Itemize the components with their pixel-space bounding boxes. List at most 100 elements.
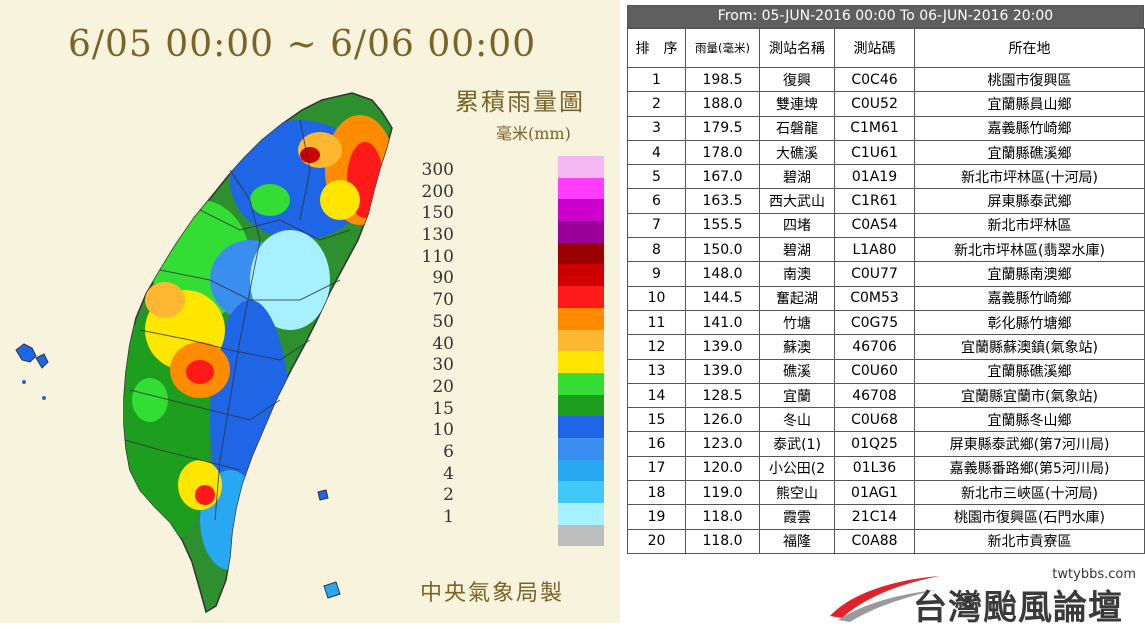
legend-label: 4 xyxy=(443,463,454,484)
cell-amount: 119.0 xyxy=(685,480,760,506)
table-row: 20 118.0 福隆 C0A88 新北市貢寮區 xyxy=(627,528,1145,554)
table-row: 12 139.0 蘇澳 46706 宜蘭縣蘇澳鎮(氣象站) xyxy=(627,334,1145,360)
cell-rank: 17 xyxy=(627,455,686,482)
table-row: 2 188.0 雙連埤 C0U52 宜蘭縣員山鄉 xyxy=(627,91,1145,117)
cell-rank: 10 xyxy=(627,285,686,311)
cell-amount: 163.5 xyxy=(685,188,760,214)
legend-label: 130 xyxy=(421,225,454,246)
cell-station-code: C0U68 xyxy=(834,407,915,433)
header-station-code: 測站碼 xyxy=(834,28,915,68)
legend-label: 1 xyxy=(443,507,454,527)
legend-swatch xyxy=(558,286,604,308)
legend-label: 40 xyxy=(432,333,454,354)
cell-station-name: 礁溪 xyxy=(759,358,835,384)
rainfall-table-panel: From: 05-JUN-2016 00:00 To 06-JUN-2016 2… xyxy=(627,5,1145,554)
table-row: 9 148.0 南澳 C0U77 宜蘭縣南澳鄉 xyxy=(627,261,1145,287)
cell-station-code: C0U52 xyxy=(834,91,915,117)
cell-station-name: 蘇澳 xyxy=(759,334,835,360)
cell-station-code: 01Q25 xyxy=(834,431,915,457)
cell-location: 宜蘭縣宜蘭市(氣象站) xyxy=(914,382,1145,409)
cell-location: 桃園市復興區 xyxy=(914,66,1145,93)
cell-station-name: 宜蘭 xyxy=(759,382,835,409)
cell-rank: 2 xyxy=(627,91,686,117)
cell-station-name: 奮起湖 xyxy=(759,285,835,311)
table-row: 15 126.0 冬山 C0U68 宜蘭縣冬山鄉 xyxy=(627,407,1145,433)
cell-rank: 20 xyxy=(627,528,686,554)
twtybbs-logo: twtybbs.com 台灣颱風論壇 xyxy=(828,566,1144,628)
cell-amount: 141.0 xyxy=(685,309,760,336)
legend-label: 150 xyxy=(421,203,454,224)
cell-location: 嘉義縣竹崎鄉 xyxy=(914,285,1145,311)
cell-amount: 126.0 xyxy=(685,407,760,433)
cell-station-code: C0M53 xyxy=(834,285,915,311)
cell-amount: 148.0 xyxy=(685,261,760,287)
legend-swatch xyxy=(558,156,604,178)
cell-rank: 8 xyxy=(627,237,686,263)
legend-label: 200 xyxy=(421,181,454,202)
cell-station-code: 01L36 xyxy=(834,455,915,482)
cell-station-code: 46708 xyxy=(834,382,915,409)
legend-label: 10 xyxy=(432,420,454,441)
county-boundaries xyxy=(124,119,351,521)
cell-location: 宜蘭縣礁溪鄉 xyxy=(914,139,1145,166)
cell-station-name: 石磐龍 xyxy=(759,115,835,141)
cell-rank: 7 xyxy=(627,212,686,239)
legend-swatch xyxy=(558,177,604,200)
cell-location: 宜蘭縣礁溪鄉 xyxy=(914,358,1145,384)
legend-swatch xyxy=(558,459,604,482)
cell-station-name: 四堵 xyxy=(759,212,835,239)
cell-station-code: C1U61 xyxy=(834,139,915,166)
cell-location: 屏東縣泰武鄉(第7河川局) xyxy=(914,431,1145,457)
cell-station-name: 泰武(1) xyxy=(759,431,835,457)
table-row: 13 139.0 礁溪 C0U60 宜蘭縣礁溪鄉 xyxy=(627,358,1145,384)
cell-rank: 11 xyxy=(627,309,686,336)
cell-rank: 1 xyxy=(627,66,686,93)
table-row: 17 120.0 小公田(2 01L36 嘉義縣番路鄉(第5河川局) xyxy=(627,455,1145,482)
cell-rank: 6 xyxy=(627,188,686,214)
cell-rank: 18 xyxy=(627,480,686,506)
cell-station-name: 碧湖 xyxy=(759,164,835,190)
cell-amount: 139.0 xyxy=(685,358,760,384)
logo-name: 台灣颱風論壇 xyxy=(913,588,1123,628)
legend-swatch xyxy=(558,481,604,503)
taiwan-rainfall-map xyxy=(15,92,393,614)
legend-swatch xyxy=(558,351,604,373)
cell-amount: 139.0 xyxy=(685,334,760,360)
cell-amount: 144.5 xyxy=(685,285,760,311)
cell-location: 宜蘭縣員山鄉 xyxy=(914,91,1145,117)
table-row: 19 118.0 霞雲 21C14 桃園市復興區(石門水庫) xyxy=(627,504,1145,530)
rainfall-ranking-table: 排 序 雨量(毫米) 測站名稱 測站碼 所在地 1 198.5 復興 C0C46 桃園市… xyxy=(627,28,1145,554)
table-row: 8 150.0 碧湖 L1A80 新北市坪林區(翡翠水庫) xyxy=(627,237,1145,263)
table-row: 4 178.0 大礁溪 C1U61 宜蘭縣礁溪鄉 xyxy=(627,139,1145,166)
table-row: 5 167.0 碧湖 01A19 新北市坪林區(十河局) xyxy=(627,164,1145,190)
legend-label: 20 xyxy=(432,376,454,397)
cell-amount: 198.5 xyxy=(685,66,760,93)
cell-station-code: L1A80 xyxy=(834,237,915,263)
cell-rank: 19 xyxy=(627,504,686,530)
table-row: 14 128.5 宜蘭 46708 宜蘭縣宜蘭市(氣象站) xyxy=(627,382,1145,409)
green-island xyxy=(317,489,329,501)
legend-label: 6 xyxy=(443,441,454,462)
table-body: 1 198.5 復興 C0C46 桃園市復興區 2 188.0 雙連埤 C0U52 宜蘭縣員山鄉 3… xyxy=(627,66,1145,554)
cell-amount: 178.0 xyxy=(685,139,760,166)
legend-swatch xyxy=(558,221,604,243)
cell-station-name: 霞雲 xyxy=(759,504,835,530)
legend-swatch xyxy=(558,524,604,547)
cell-station-code: C0G75 xyxy=(834,309,915,336)
table-row: 1 198.5 復興 C0C46 桃園市復興區 xyxy=(627,66,1145,93)
cell-location: 新北市三峽區(十河局) xyxy=(914,480,1145,506)
table-row: 11 141.0 竹塘 C0G75 彰化縣竹塘鄉 xyxy=(627,309,1145,336)
cell-location: 新北市坪林區(十河局) xyxy=(914,164,1145,190)
table-caption: From: 05-JUN-2016 00:00 To 06-JUN-2016 2… xyxy=(627,5,1144,28)
cell-station-code: C0A54 xyxy=(834,212,915,239)
cell-rank: 5 xyxy=(627,164,686,190)
legend-swatch xyxy=(558,242,604,265)
header-rank: 排 序 xyxy=(627,28,686,68)
legend-label: 90 xyxy=(432,268,454,289)
cell-location: 新北市坪林區 xyxy=(914,212,1145,239)
cell-location: 宜蘭縣南澳鄉 xyxy=(914,261,1145,287)
cell-station-code: C0U60 xyxy=(834,358,915,384)
logo-url: twtybbs.com xyxy=(1052,567,1136,582)
legend-label: 300 xyxy=(421,160,454,180)
legend-swatch xyxy=(558,416,604,438)
